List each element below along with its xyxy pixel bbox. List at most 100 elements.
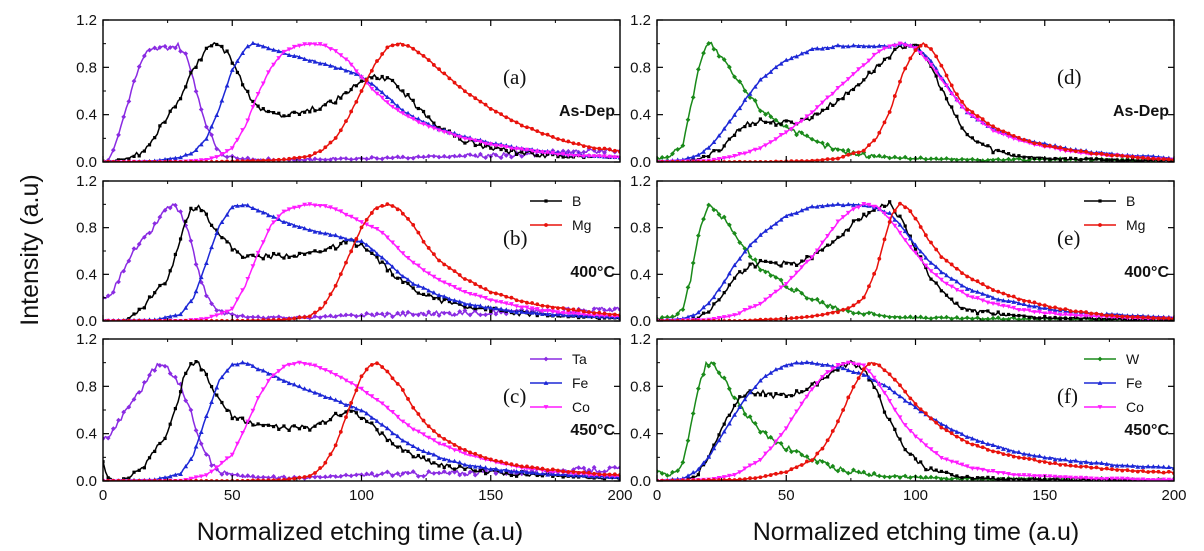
data-point-co <box>1088 476 1094 481</box>
data-point-mg <box>483 456 488 460</box>
data-point-w <box>799 452 805 458</box>
data-point-mg <box>478 99 483 104</box>
data-point-co <box>441 130 447 135</box>
data-point-mg <box>313 310 317 315</box>
data-point-ta <box>141 234 147 240</box>
data-point-mg <box>473 282 478 286</box>
data-point-mg <box>949 83 954 88</box>
data-point-fe <box>193 147 199 153</box>
data-point-ta <box>240 313 245 319</box>
data-point-co <box>374 91 380 97</box>
y-axis-title: Intensity (a.u) <box>16 174 44 325</box>
data-point-fe <box>297 54 302 60</box>
data-point-ta <box>312 474 318 480</box>
data-point-w <box>928 316 934 321</box>
data-point-b <box>349 87 353 92</box>
data-point-mg <box>406 397 410 401</box>
data-point-co <box>871 52 877 58</box>
data-point-mg <box>929 416 933 421</box>
data-point-b <box>738 395 742 399</box>
data-point-co <box>317 366 323 371</box>
data-point-fe <box>742 97 748 102</box>
data-point-co <box>882 46 887 51</box>
data-point-fe <box>369 415 375 420</box>
data-point-mg <box>1063 147 1068 152</box>
data-point-fe <box>235 362 240 367</box>
data-point-mg <box>333 136 338 140</box>
data-point-co <box>809 255 815 260</box>
data-point-ta <box>415 154 421 160</box>
data-point-fe <box>840 365 846 371</box>
data-point-b <box>103 460 105 464</box>
data-point-fe <box>778 61 784 66</box>
data-point-w <box>763 269 768 275</box>
data-point-mg <box>913 402 918 406</box>
data-point-co <box>374 397 380 403</box>
data-point-mg <box>784 470 789 475</box>
data-point-fe <box>809 360 815 365</box>
data-point-w <box>758 108 763 114</box>
data-point-ta <box>390 155 395 161</box>
data-point-b <box>142 466 146 470</box>
data-point-w <box>783 123 789 129</box>
data-point-fe <box>379 255 385 260</box>
data-point-co <box>882 211 887 216</box>
data-point-fe <box>1026 452 1032 457</box>
data-point-co <box>431 126 437 131</box>
data-point-fe <box>452 458 457 464</box>
y-tick-label: 1.2 <box>76 331 97 348</box>
data-point-mg <box>861 295 866 300</box>
data-point-w <box>975 157 980 162</box>
data-point-fe <box>1052 307 1058 313</box>
data-point-co <box>307 202 313 207</box>
data-point-b <box>561 475 565 479</box>
data-point-b <box>277 252 281 256</box>
data-point-w <box>969 316 975 321</box>
data-point-co <box>814 105 820 110</box>
data-point-co <box>737 151 743 157</box>
data-point-fe <box>276 376 282 381</box>
data-point-co <box>851 207 856 212</box>
data-point-mg <box>898 201 902 206</box>
data-point-co <box>204 316 209 321</box>
series-group <box>103 202 620 321</box>
data-point-co <box>866 202 872 208</box>
data-point-b <box>318 421 322 425</box>
data-point-b <box>1053 477 1057 481</box>
data-point-co <box>959 289 965 295</box>
data-point-co <box>830 366 836 371</box>
data-point-fe <box>343 236 349 242</box>
data-point-mg <box>437 67 441 72</box>
data-point-co <box>897 41 903 46</box>
data-point-co <box>969 113 975 119</box>
series-markers-ta <box>105 43 620 162</box>
data-point-mg <box>867 143 871 148</box>
data-point-fe <box>369 81 375 86</box>
data-point-co <box>276 369 282 374</box>
data-point-w <box>820 459 825 464</box>
data-point-fe <box>328 232 333 237</box>
data-point-b <box>240 83 245 87</box>
panel-letter: (a) <box>503 65 526 89</box>
y-tick-label: 0.8 <box>76 378 97 395</box>
data-point-co <box>964 293 970 299</box>
data-point-co <box>1037 474 1042 479</box>
data-point-ta <box>302 158 308 162</box>
data-point-b <box>468 305 472 309</box>
data-point-fe <box>814 361 820 366</box>
data-point-b <box>256 104 260 108</box>
data-point-mg <box>375 206 379 211</box>
y-tick-label: 0.8 <box>630 59 651 76</box>
data-point-b <box>184 219 188 223</box>
data-point-mg <box>602 472 607 477</box>
data-point-b <box>390 442 395 446</box>
data-point-ta <box>395 471 401 476</box>
data-point-b <box>158 124 162 128</box>
data-point-w <box>840 148 846 153</box>
data-point-co <box>959 104 965 110</box>
data-point-b <box>313 424 317 428</box>
data-point-ta <box>240 156 245 162</box>
data-point-b <box>738 128 742 132</box>
data-point-mg <box>411 46 416 51</box>
data-point-w <box>985 316 991 321</box>
